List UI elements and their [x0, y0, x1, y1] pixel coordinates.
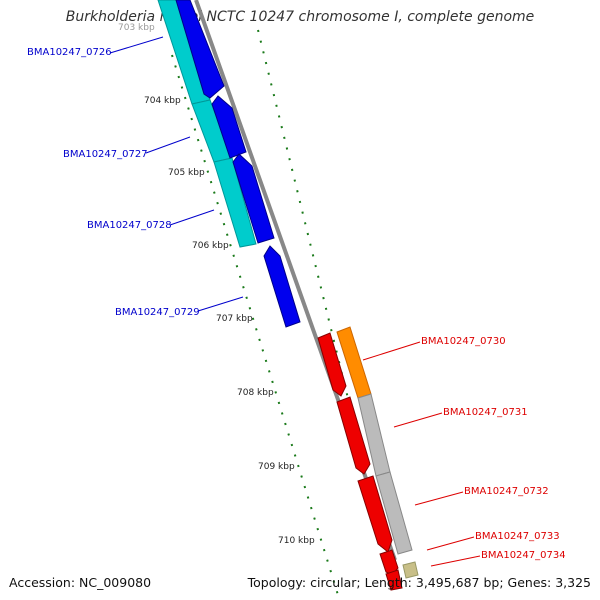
scale-label: 710 kbp: [278, 536, 315, 546]
scale-label: 704 kbp: [144, 96, 181, 106]
gene-leader-line: [362, 341, 421, 361]
gene-leader-line: [426, 536, 475, 551]
tan-feature: [402, 561, 419, 579]
gene-arrow-BMA10247_0729[interactable]: [263, 245, 301, 328]
gene-leader-line: [430, 555, 481, 567]
gene-arrow-BMA10247_0732[interactable]: [357, 475, 393, 553]
scale-label: 708 kbp: [237, 388, 274, 398]
genome-stats-text: Topology: circular; Length: 3,495,687 bp…: [247, 575, 591, 590]
gene-arrow-BMA10247_0727[interactable]: [211, 95, 247, 159]
scale-label: 706 kbp: [192, 241, 229, 251]
gene-label-BMA10247_0733[interactable]: BMA10247_0733: [475, 531, 560, 542]
gene-arrow-BMA10247_0731[interactable]: [336, 396, 371, 475]
gene-leader-line: [145, 136, 191, 154]
scale-label: 705 kbp: [168, 168, 205, 178]
gene-label-BMA10247_0728[interactable]: BMA10247_0728: [87, 220, 172, 231]
gene-leader-line: [109, 36, 164, 54]
gene-leader-line: [393, 412, 443, 428]
scale-label: 709 kbp: [258, 462, 295, 472]
gene-leader-line: [169, 209, 215, 226]
gene-leader-line: [197, 296, 244, 312]
gene-leader-line: [414, 491, 464, 506]
gene-arrow-BMA10247_0734[interactable]: [385, 569, 403, 591]
gene-arrow-BMA10247_0730[interactable]: [317, 332, 347, 397]
cyan-feature-3: [213, 157, 257, 248]
chromosome-backbone: [194, 0, 397, 561]
gene-arrow-BMA10247_0726[interactable]: [175, 0, 225, 99]
gene-label-BMA10247_0731[interactable]: BMA10247_0731: [443, 407, 528, 418]
scale-label: 707 kbp: [216, 314, 253, 324]
gene-label-BMA10247_0729[interactable]: BMA10247_0729: [115, 307, 200, 318]
accession-text: Accession: NC_009080: [9, 575, 152, 590]
gene-label-BMA10247_0730[interactable]: BMA10247_0730: [421, 336, 506, 347]
gene-arrow-BMA10247_0728[interactable]: [232, 153, 275, 244]
gene-label-BMA10247_0734[interactable]: BMA10247_0734: [481, 550, 566, 561]
grey-feature-2: [375, 471, 413, 555]
scale-label: 703 kbp: [118, 23, 155, 33]
gene-label-BMA10247_0727[interactable]: BMA10247_0727: [63, 149, 148, 160]
gene-label-BMA10247_0732[interactable]: BMA10247_0732: [464, 486, 549, 497]
gene-label-BMA10247_0726[interactable]: BMA10247_0726: [27, 47, 112, 58]
